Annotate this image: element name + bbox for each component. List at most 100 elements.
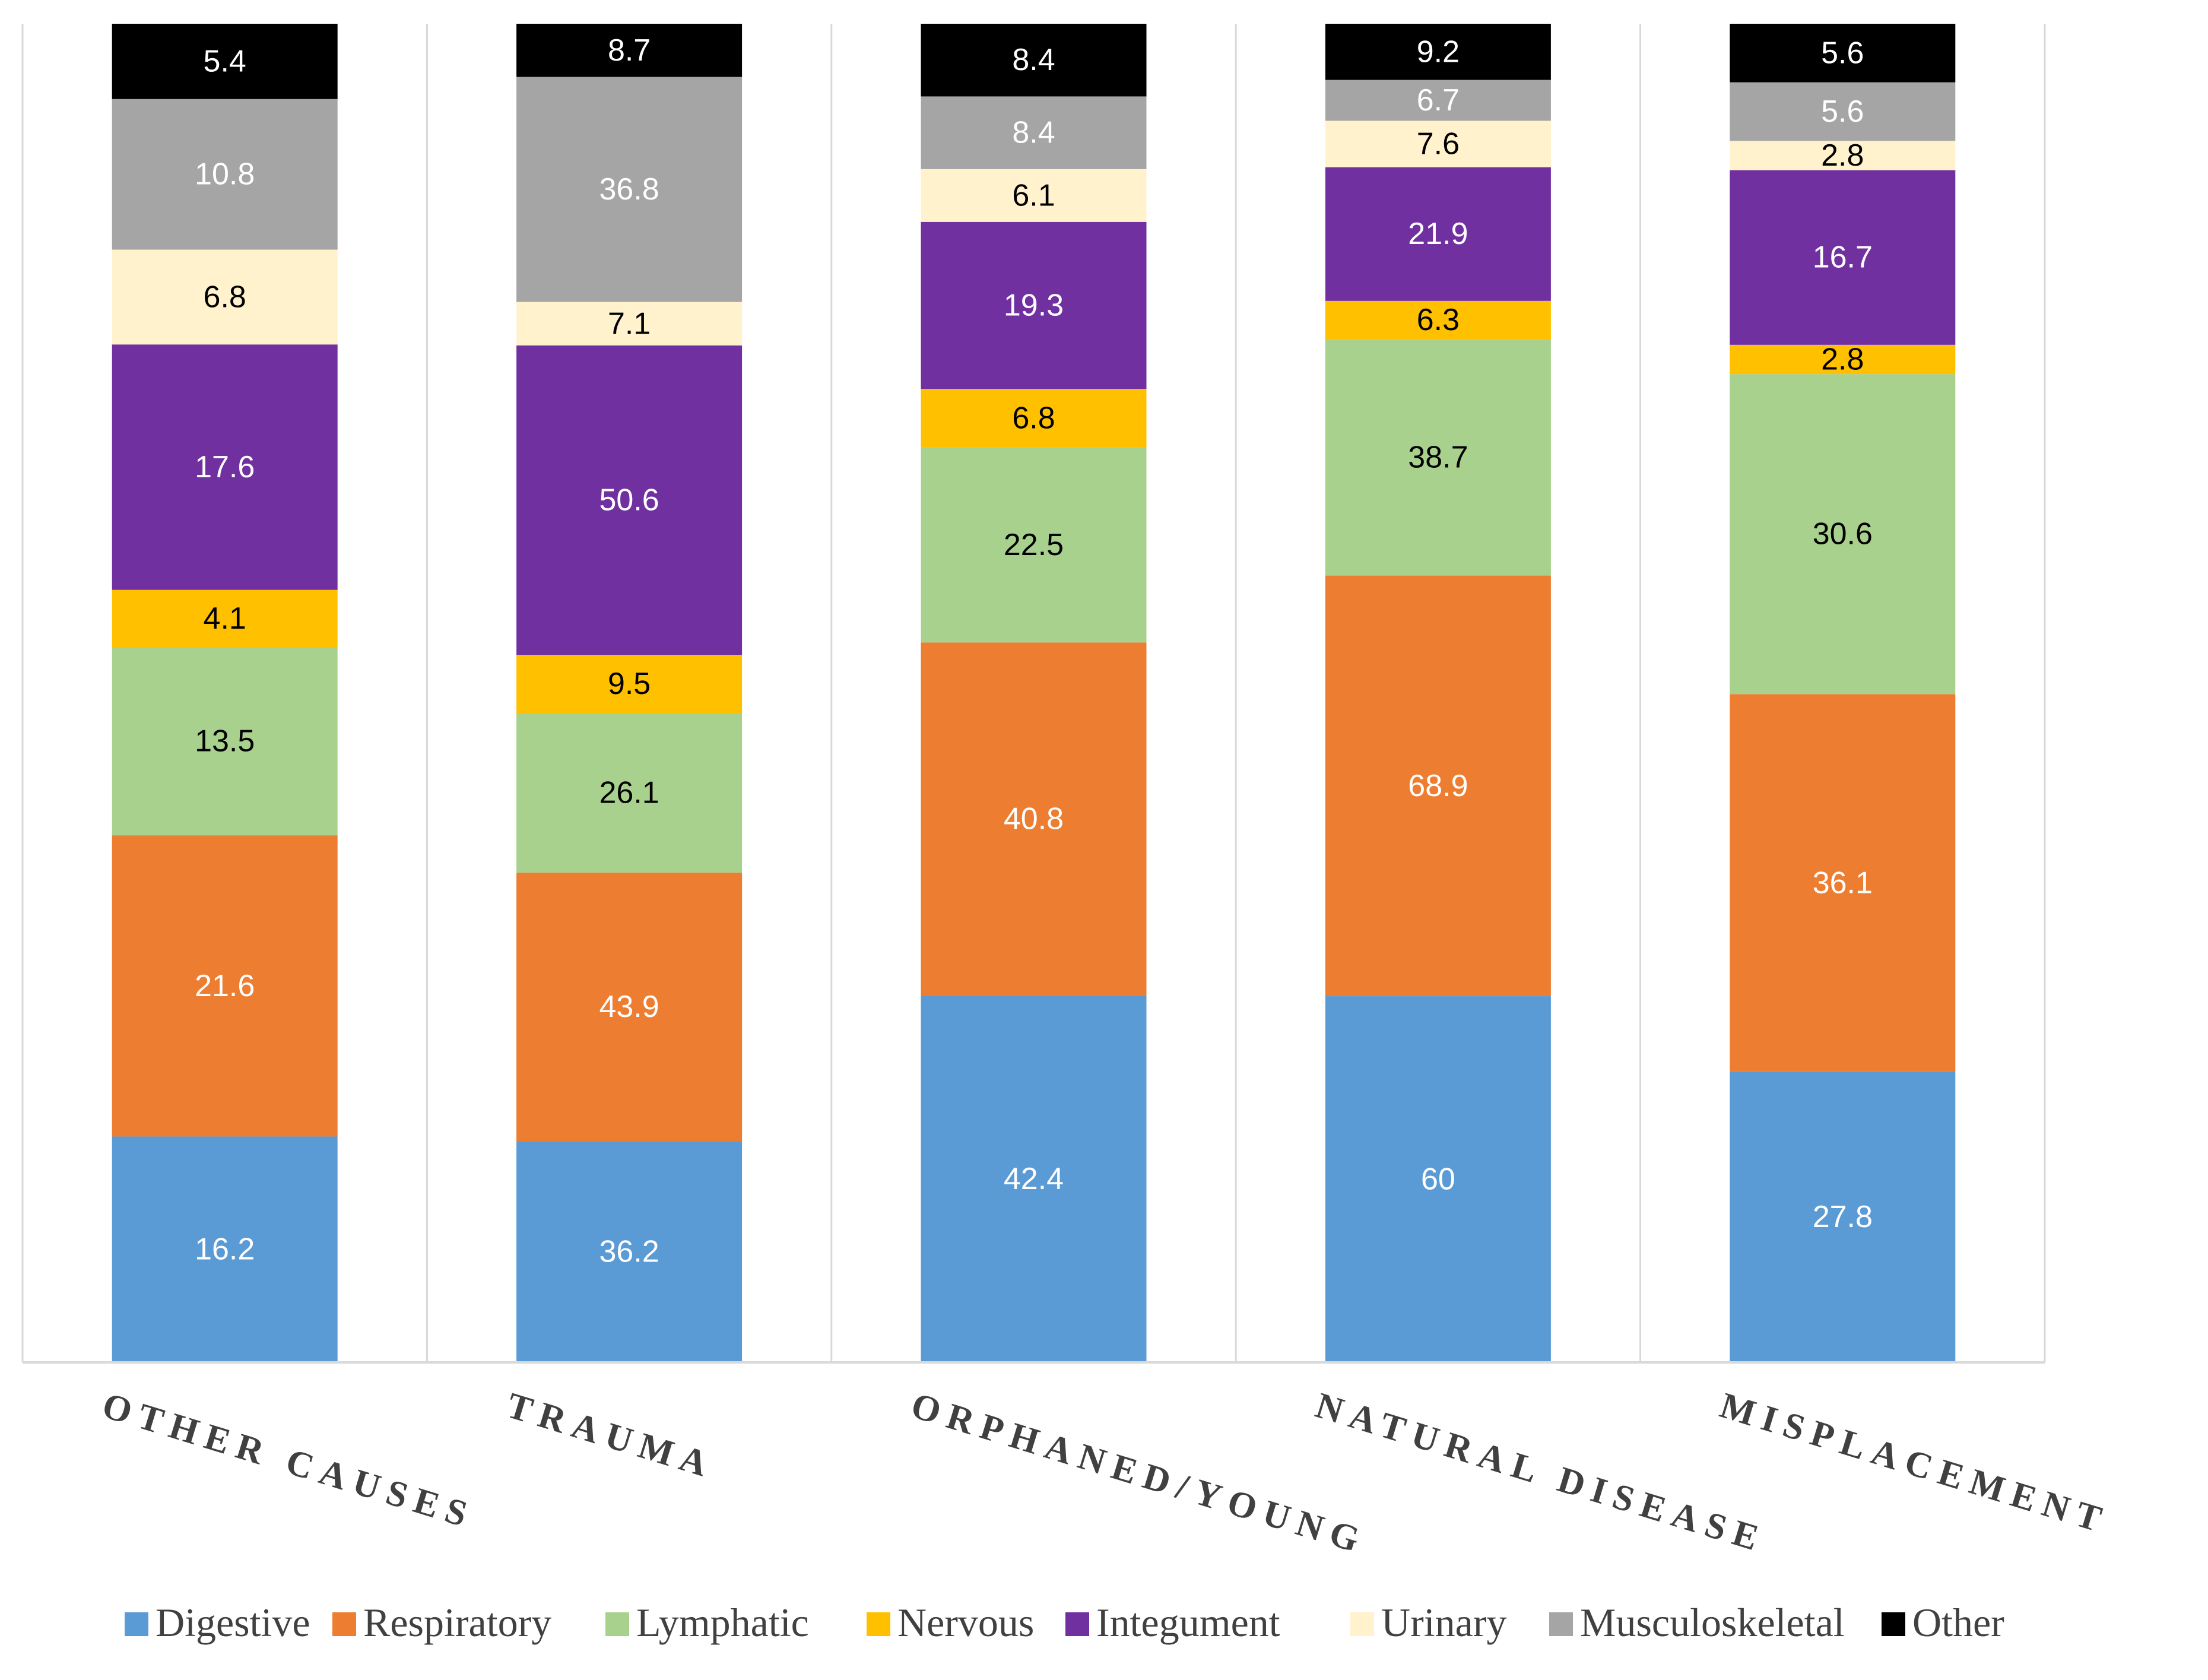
bar-segment-digestive (1730, 1072, 1956, 1362)
data-label: 30.6 (1813, 517, 1873, 551)
bar-segment-nervous (921, 389, 1147, 448)
data-label: 8.4 (1012, 116, 1055, 150)
data-label: 50.6 (599, 483, 659, 517)
category-label: TRAUMA (502, 1385, 720, 1486)
bar-segment-digestive (921, 995, 1147, 1362)
data-label: 6.3 (1417, 303, 1460, 337)
bar-segment-respiratory (1730, 694, 1956, 1072)
legend-label: Nervous (897, 1600, 1034, 1645)
bar-segment-other (921, 24, 1147, 97)
data-label: 2.8 (1821, 343, 1864, 377)
category-label: MISPLACEMENT (1715, 1385, 2114, 1542)
data-label: 16.2 (195, 1232, 255, 1267)
legend-label: Lymphatic (636, 1600, 809, 1645)
data-label: 5.6 (1821, 36, 1864, 70)
bar-segment-integument (1325, 167, 1551, 301)
data-label: 9.2 (1417, 34, 1460, 69)
bar-segment-respiratory (1325, 575, 1551, 997)
data-label: 5.4 (204, 44, 246, 78)
data-label: 21.6 (195, 969, 255, 1003)
bar-segment-musculoskeletal (516, 77, 743, 302)
legend-label: Integument (1096, 1600, 1280, 1645)
bar-segment-nervous (1325, 300, 1551, 340)
bar-segment-integument (1730, 170, 1956, 345)
bar-segment-lymphatic (112, 646, 338, 836)
bar-segment-integument (516, 345, 743, 655)
data-label: 26.1 (599, 775, 659, 810)
data-label: 27.8 (1813, 1200, 1873, 1234)
data-label: 38.7 (1408, 440, 1468, 475)
legend-swatch (1350, 1612, 1374, 1636)
bar-segment-urinary (516, 302, 743, 345)
bar-segment-other (1730, 24, 1956, 83)
bar-segment-musculoskeletal (1730, 82, 1956, 141)
data-label: 6.1 (1012, 178, 1055, 213)
bar-segment-musculoskeletal (921, 96, 1147, 169)
category-label: NATURAL DISEASE (1311, 1385, 1771, 1561)
data-label: 17.6 (195, 450, 255, 484)
bar-segment-urinary (1325, 121, 1551, 167)
bar-segment-musculoskeletal (112, 99, 338, 250)
data-label: 4.1 (204, 601, 246, 636)
legend-label: Musculoskeletal (1580, 1600, 1845, 1645)
data-label: 22.5 (1004, 528, 1064, 562)
bar-segment-integument (112, 344, 338, 590)
bar-segment-digestive (1325, 996, 1551, 1362)
data-label: 6.8 (1012, 401, 1055, 436)
data-label: 6.8 (204, 280, 246, 314)
category-dividers (21, 24, 2046, 1362)
legend: Digestive Respiratory Lymphatic Nervous Inte… (125, 1600, 2004, 1645)
bar-segment-digestive (112, 1136, 338, 1362)
bar-segment-urinary (112, 249, 338, 345)
legend-swatch (867, 1612, 890, 1636)
category-label: OTHER CAUSES (98, 1385, 480, 1537)
data-label: 8.7 (608, 33, 651, 68)
data-label: 5.6 (1821, 94, 1864, 129)
category-label: ORPHANED/YOUNG (906, 1385, 1372, 1562)
data-label: 36.8 (599, 172, 659, 207)
data-labels: 16.2 21.6 13.5 4.1 17.6 6.8 10.8 5.4 36.2 43.9 26.… (195, 33, 1873, 1269)
bar-segment-musculoskeletal (1325, 80, 1551, 121)
data-label: 36.2 (599, 1235, 659, 1269)
legend-label: Respiratory (363, 1600, 551, 1645)
data-label: 19.3 (1004, 288, 1064, 322)
legend-swatch (332, 1612, 356, 1636)
bar-segment-nervous (1730, 344, 1956, 375)
bar-segment-lymphatic (1730, 374, 1956, 695)
data-label: 7.6 (1417, 127, 1460, 161)
data-label: 6.7 (1417, 83, 1460, 118)
legend-label: Other (1912, 1600, 2004, 1645)
bar-segment-lymphatic (516, 712, 743, 873)
bar-segment-integument (921, 221, 1147, 389)
data-label: 13.5 (195, 724, 255, 759)
bar-segment-lymphatic (921, 448, 1147, 643)
bar-segment-nervous (516, 655, 743, 713)
legend-label: Urinary (1381, 1600, 1506, 1645)
legend-label: Digestive (156, 1600, 310, 1645)
bar-segment-digestive (516, 1141, 743, 1362)
bar-segment-other (112, 24, 338, 99)
data-label: 7.1 (608, 306, 651, 341)
data-label: 10.8 (195, 157, 255, 192)
data-label: 9.5 (608, 667, 651, 701)
bar-segment-nervous (112, 589, 338, 647)
bar-segment-respiratory (921, 642, 1147, 996)
data-label: 36.1 (1813, 866, 1873, 900)
data-label: 43.9 (599, 990, 659, 1024)
data-label: 68.9 (1408, 769, 1468, 803)
data-label: 16.7 (1813, 240, 1873, 275)
data-label: 2.8 (1821, 138, 1864, 173)
bar-segment-other (516, 24, 743, 77)
bar-segment-urinary (1730, 141, 1956, 170)
legend-swatch (125, 1612, 148, 1636)
bar-segment-lymphatic (1325, 339, 1551, 576)
data-label: 21.9 (1408, 217, 1468, 251)
data-label: 42.4 (1004, 1162, 1064, 1196)
bars (112, 24, 1956, 1362)
legend-swatch (1549, 1612, 1573, 1636)
legend-swatch (1882, 1612, 1905, 1636)
data-label: 8.4 (1012, 43, 1055, 77)
bar-segment-respiratory (516, 872, 743, 1142)
legend-swatch (1065, 1612, 1089, 1636)
